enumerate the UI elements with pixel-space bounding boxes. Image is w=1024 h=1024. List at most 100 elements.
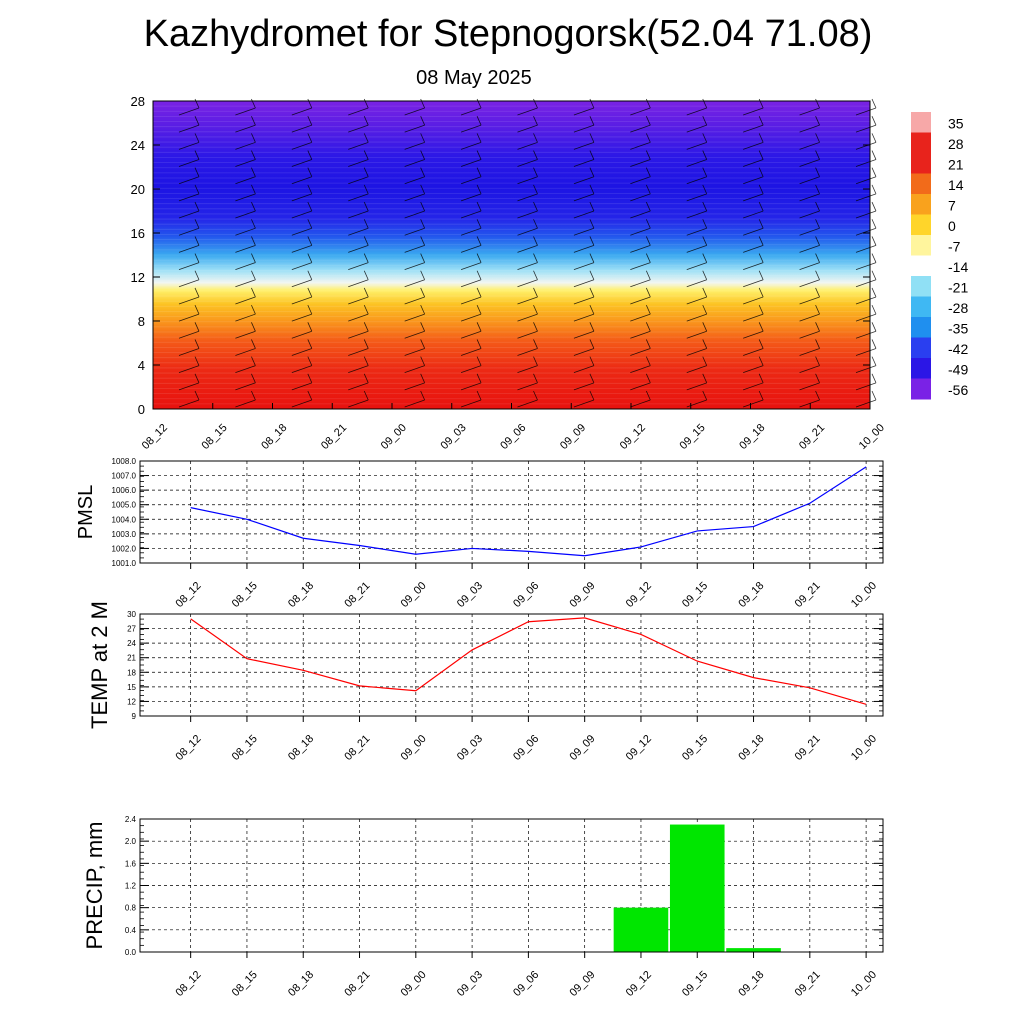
x-tick-label: 09_18 bbox=[736, 733, 766, 763]
x-tick-label: 09_06 bbox=[511, 969, 541, 999]
wind-barb bbox=[686, 236, 708, 253]
wind-barb bbox=[460, 116, 482, 133]
colorbar-label: 14 bbox=[948, 177, 964, 193]
wind-barb bbox=[855, 219, 877, 236]
wind-barb bbox=[460, 287, 482, 305]
colorbar-swatch bbox=[911, 296, 931, 318]
x-tick-label: 09_00 bbox=[399, 969, 429, 999]
wind-barb bbox=[799, 184, 820, 202]
wind-barb bbox=[630, 219, 651, 236]
wind-barb bbox=[235, 116, 256, 133]
x-tick-label: 09_15 bbox=[678, 422, 708, 452]
y-tick-label: 1007.0 bbox=[112, 472, 137, 481]
wind-barb bbox=[799, 219, 820, 236]
wind-barb bbox=[517, 373, 538, 391]
y-tick-label: 9 bbox=[132, 712, 137, 721]
wind-barb bbox=[799, 287, 820, 305]
wind-barb bbox=[799, 116, 820, 133]
wind-barb bbox=[517, 133, 538, 150]
wind-barb bbox=[291, 133, 313, 150]
wind-barb bbox=[686, 270, 708, 288]
wind-barb bbox=[404, 253, 426, 270]
wind-barb bbox=[178, 184, 200, 202]
wind-barb bbox=[573, 287, 595, 305]
wind-barb bbox=[404, 219, 426, 236]
wind-barb bbox=[178, 322, 200, 339]
wind-barb bbox=[235, 201, 256, 219]
wind-barb bbox=[291, 236, 313, 253]
wind-barb bbox=[855, 253, 877, 270]
wind-barb bbox=[573, 304, 595, 322]
y-tick-label: 1003.0 bbox=[112, 530, 137, 539]
wind-barb bbox=[855, 150, 877, 167]
wind-barb bbox=[855, 322, 877, 339]
precip-bar bbox=[726, 948, 781, 952]
wind-barb bbox=[517, 150, 538, 167]
wind-barb bbox=[460, 184, 482, 202]
wind-barb bbox=[573, 167, 595, 185]
wind-barb bbox=[235, 373, 256, 391]
x-tick-label: 08_21 bbox=[342, 733, 372, 763]
wind-barb bbox=[855, 287, 877, 305]
wind-barb bbox=[573, 390, 595, 408]
wind-barb bbox=[799, 133, 820, 150]
colorbar-swatch bbox=[911, 235, 931, 256]
colorbar-swatch bbox=[911, 358, 931, 379]
wind-barb bbox=[855, 133, 877, 150]
wind-barb bbox=[291, 201, 313, 219]
x-tick-label: 09_09 bbox=[558, 422, 588, 452]
wind-barb bbox=[178, 219, 200, 236]
wind-barb bbox=[686, 150, 708, 167]
x-tick-label: 09_03 bbox=[455, 733, 485, 763]
wind-barb bbox=[855, 390, 877, 408]
x-tick-label: 09_09 bbox=[567, 580, 597, 610]
wind-barb bbox=[348, 150, 369, 167]
x-tick-label: 08_21 bbox=[342, 969, 372, 999]
x-tick-label: 09_21 bbox=[793, 733, 823, 763]
colorbar-label: 28 bbox=[948, 136, 964, 152]
wind-barb bbox=[404, 236, 426, 253]
wind-barb bbox=[291, 150, 313, 167]
wind-barb bbox=[573, 236, 595, 253]
wind-barb bbox=[855, 236, 877, 253]
wind-barb bbox=[630, 356, 651, 374]
wind-barb bbox=[404, 270, 426, 288]
x-tick-label: 08_18 bbox=[259, 422, 289, 452]
x-tick-label: 08_12 bbox=[173, 969, 203, 999]
y-tick-label: 28 bbox=[131, 94, 145, 109]
wind-barb bbox=[517, 236, 538, 253]
precip-bar bbox=[613, 907, 669, 952]
wind-barb bbox=[404, 322, 426, 339]
x-tick-label: 09_18 bbox=[736, 580, 766, 610]
temp-line bbox=[190, 617, 867, 705]
wind-barb bbox=[460, 253, 482, 270]
wind-barb bbox=[178, 150, 200, 167]
wind-barb bbox=[855, 98, 877, 116]
wind-barb bbox=[799, 201, 820, 219]
wind-barb bbox=[348, 356, 369, 374]
panel-frame bbox=[139, 818, 884, 953]
wind-barb bbox=[686, 373, 708, 391]
wind-barb bbox=[573, 373, 595, 391]
x-tick-label: 09_15 bbox=[680, 733, 710, 763]
wind-barb bbox=[855, 339, 877, 356]
wind-barb bbox=[517, 201, 538, 219]
wind-barb bbox=[517, 322, 538, 339]
wind-barb bbox=[573, 253, 595, 270]
wind-barb bbox=[178, 390, 200, 408]
wind-barb bbox=[460, 219, 482, 236]
wind-barb bbox=[630, 304, 651, 322]
wind-barb bbox=[348, 236, 369, 253]
y-tick-label: 18 bbox=[127, 668, 136, 677]
colorbar-label: -7 bbox=[948, 238, 961, 254]
panel-frame bbox=[139, 613, 884, 717]
colorbar-label: -42 bbox=[948, 341, 968, 357]
wind-barb bbox=[686, 287, 708, 305]
x-tick-label: 08_21 bbox=[342, 580, 372, 610]
wind-barb bbox=[743, 184, 764, 202]
x-tick-label: 09_06 bbox=[498, 422, 528, 452]
colorbar-swatch bbox=[911, 153, 931, 174]
x-tick-label: 09_00 bbox=[379, 422, 409, 452]
wind-barb bbox=[743, 133, 764, 150]
wind-barb bbox=[743, 373, 764, 391]
